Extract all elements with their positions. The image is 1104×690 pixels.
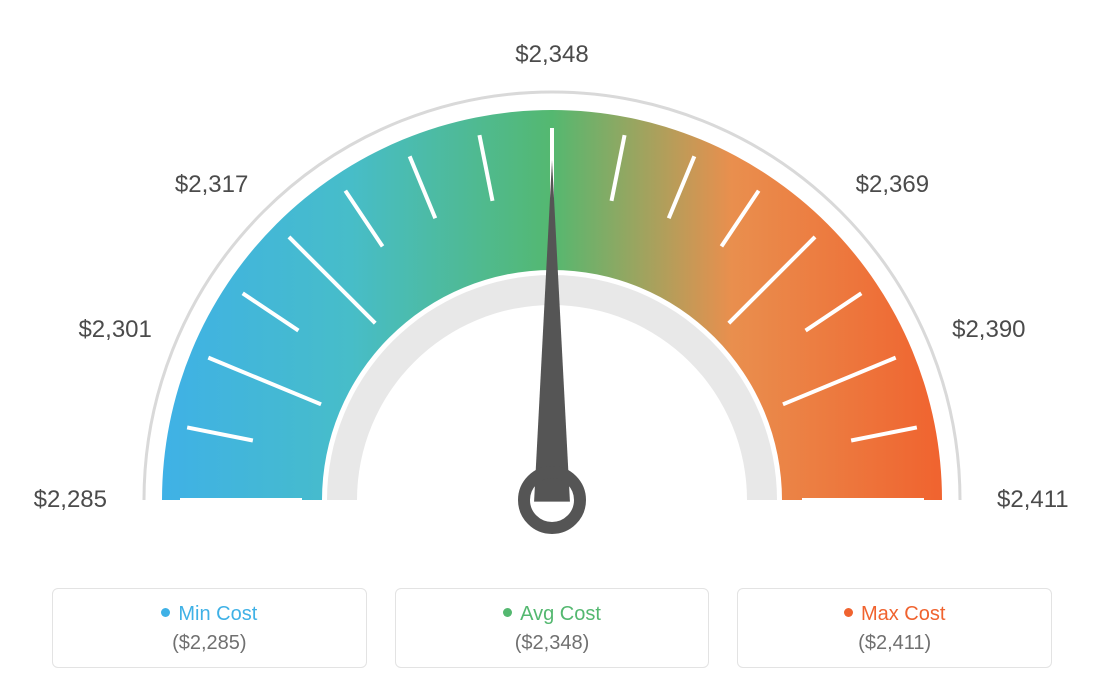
gauge-tick-label: $2,301 (78, 316, 151, 344)
gauge-tick-label: $2,285 (34, 486, 107, 514)
gauge-chart-container: $2,285 $2,301 $2,317 $2,348 $2,369 $2,390 $2,4… (0, 0, 1104, 690)
legend-avg-title-text: Avg Cost (520, 603, 601, 625)
gauge-tick-label: $2,411 (997, 486, 1069, 514)
legend-min-title-text: Min Cost (178, 603, 257, 625)
gauge-tick-label: $2,390 (952, 316, 1025, 344)
legend-min-dot-icon (161, 608, 170, 617)
gauge-tick-label: $2,348 (515, 41, 588, 69)
legend-avg-value: ($2,348) (404, 632, 701, 655)
legend-max-title-text: Max Cost (861, 603, 945, 625)
legend-min-value: ($2,285) (61, 632, 358, 655)
gauge-svg (52, 0, 1052, 560)
legend-card-avg: Avg Cost ($2,348) (395, 588, 710, 668)
legend-avg-title: Avg Cost (404, 603, 701, 626)
legend-avg-dot-icon (503, 608, 512, 617)
legend-card-min: Min Cost ($2,285) (52, 588, 367, 668)
legend-card-max: Max Cost ($2,411) (737, 588, 1052, 668)
legend-min-title: Min Cost (61, 603, 358, 626)
legend-max-value: ($2,411) (746, 632, 1043, 655)
gauge-area: $2,285$2,301$2,317$2,348$2,369$2,390$2,4… (52, 0, 1052, 560)
gauge-tick-label: $2,317 (175, 171, 248, 199)
legend-max-dot-icon (844, 608, 853, 617)
legend-max-title: Max Cost (746, 603, 1043, 626)
legend-row: Min Cost ($2,285) Avg Cost ($2,348) Max … (52, 588, 1052, 668)
gauge-tick-label: $2,369 (856, 171, 929, 199)
